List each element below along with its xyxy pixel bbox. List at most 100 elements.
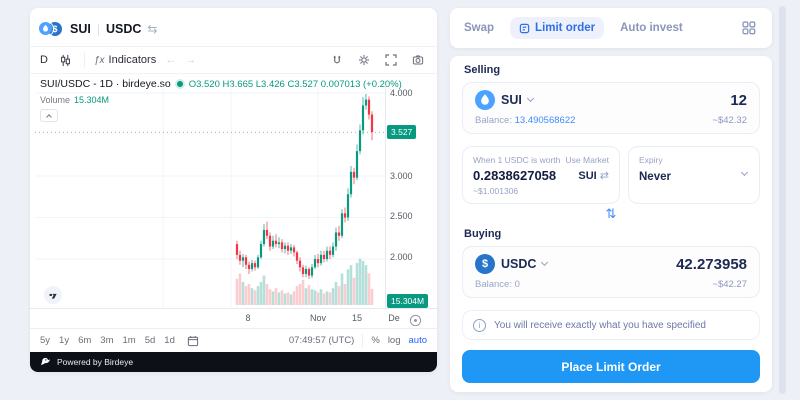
market-status-dot: [176, 81, 183, 87]
limit-order-form: Selling SUI 12 Balance: 13.490568622 ~$4…: [450, 56, 772, 392]
pair-coin-icons: $: [38, 21, 64, 37]
undo-icon[interactable]: ←: [165, 54, 177, 66]
limit-price-input[interactable]: 0.2838627058: [473, 168, 557, 183]
pair-header: $ SUI | USDC ⇆: [38, 14, 157, 44]
info-icon: i: [473, 318, 486, 332]
indicators-button[interactable]: ƒx Indicators: [93, 54, 157, 66]
chart-panel: $ SUI | USDC ⇆ D ƒx Indicators ← →: [30, 8, 437, 372]
price-tick: 2.500: [390, 211, 413, 221]
range-toolbar: 5y 1y 6m 3m 1m 5d 1d 07:49:57 (UTC) % lo…: [30, 328, 437, 352]
sell-amount-input[interactable]: 12: [730, 91, 747, 109]
auto-scale-toggle[interactable]: auto: [408, 335, 428, 346]
sell-usd-value: ~$42.32: [712, 115, 747, 126]
volume-value: 15.304M: [74, 95, 110, 105]
chevron-down-icon: [541, 258, 549, 267]
limit-order-icon: [519, 23, 530, 33]
pair-base: SUI: [70, 22, 91, 36]
pair-swap-icon[interactable]: ⇆: [147, 22, 158, 36]
note-text: You will receive exactly what you have s…: [494, 319, 706, 331]
fullscreen-icon[interactable]: [382, 51, 400, 69]
time-tick: 8: [245, 313, 251, 323]
log-scale-toggle[interactable]: log: [387, 335, 401, 346]
volume-badge: 15.304M: [387, 294, 429, 308]
chart-legend: SUI/USDC - 1D · birdeye.so O3.520 H3.665…: [40, 78, 402, 90]
price-axis-divider: [385, 85, 386, 308]
price-tick: 3.000: [390, 171, 413, 181]
panel-scrollbar[interactable]: [779, 6, 786, 394]
axis-settings-icon[interactable]: [406, 311, 424, 329]
trade-tabs: Swap Limit order Auto invest: [450, 8, 772, 48]
tab-auto-invest[interactable]: Auto invest: [620, 22, 683, 34]
volume-legend: Volume 15.304M: [40, 95, 110, 105]
tab-swap[interactable]: Swap: [464, 22, 495, 34]
go-to-date-icon[interactable]: [184, 332, 202, 350]
range-5d[interactable]: 5d: [144, 335, 156, 346]
expiry-select[interactable]: Expiry Never: [628, 146, 760, 204]
range-1m[interactable]: 1m: [122, 335, 136, 346]
candle-style-icon[interactable]: [57, 51, 75, 69]
buying-box: $ USDC 42.273958 Balance: 0 ~$42.27: [462, 246, 760, 298]
chart-title: SUI/USDC - 1D · birdeye.so: [40, 78, 171, 90]
collapse-pane-button[interactable]: [40, 109, 58, 122]
range-5y[interactable]: 5y: [40, 335, 51, 346]
sell-balance-value[interactable]: 13.490568622: [514, 115, 576, 126]
interval-button[interactable]: D: [40, 54, 48, 66]
buy-balance-value: 0: [514, 279, 520, 290]
range-1y[interactable]: 1y: [59, 335, 70, 346]
v-gridlines: [162, 85, 319, 307]
use-market-button[interactable]: Use Market SUI ⇄: [565, 155, 609, 182]
magnet-icon[interactable]: [328, 51, 346, 69]
sell-token-selector[interactable]: SUI: [475, 90, 534, 110]
buy-token-selector[interactable]: $ USDC: [475, 254, 549, 274]
percent-scale-toggle[interactable]: %: [371, 335, 380, 346]
volume-bars: [235, 258, 374, 306]
h-gridlines: [35, 92, 385, 260]
usdc-token-icon: $: [475, 254, 495, 274]
toolbar-divider: [362, 333, 364, 348]
sui-coin-icon: [38, 21, 54, 37]
widget-grid-icon[interactable]: [740, 19, 758, 37]
limit-price-usd: ~$1.001306: [473, 186, 519, 196]
redo-icon[interactable]: →: [185, 54, 197, 66]
clock-utc[interactable]: 07:49:57 (UTC): [288, 335, 355, 346]
time-tick: De: [388, 313, 400, 323]
fx-icon: ƒx: [93, 54, 105, 66]
last-price-badge: 3.527: [387, 125, 417, 139]
expiry-label: Expiry: [639, 155, 663, 165]
birdeye-logo-icon: [40, 357, 50, 365]
sui-token-icon: [475, 90, 495, 110]
swap-direction-button[interactable]: ⇅: [605, 206, 617, 221]
candlesticks: [235, 93, 374, 279]
chart-toolbar: D ƒx Indicators ← →: [30, 46, 437, 74]
order-note: i You will receive exactly what you have…: [462, 310, 760, 340]
buying-label: Buying: [464, 228, 502, 240]
tradingview-logo[interactable]: [44, 286, 62, 304]
limit-price-label: When 1 USDC is worth: [473, 155, 561, 165]
buy-usd-value: ~$42.27: [712, 279, 747, 290]
time-tick: 15: [351, 313, 362, 323]
toolbar-divider: [83, 53, 85, 67]
selling-label: Selling: [464, 64, 501, 76]
range-1d[interactable]: 1d: [164, 335, 175, 346]
ohlc-values: O3.520 H3.665 L3.426 C3.527 0.007013 (+0…: [188, 78, 402, 90]
chevron-down-icon: [526, 94, 534, 103]
range-3m[interactable]: 3m: [100, 335, 114, 346]
time-axis[interactable]: 8 Nov 15 De: [30, 308, 437, 328]
settings-gear-icon[interactable]: [355, 51, 373, 69]
pair-quote: USDC: [105, 22, 142, 36]
price-tick: 4.000: [390, 88, 413, 98]
time-tick: Nov: [309, 313, 326, 323]
market-swap-icon: ⇄: [599, 170, 609, 182]
selling-box: SUI 12 Balance: 13.490568622 ~$42.32: [462, 82, 760, 134]
expiry-value: Never: [639, 171, 671, 183]
range-6m[interactable]: 6m: [78, 335, 92, 346]
candlestick-chart[interactable]: [35, 85, 435, 308]
place-limit-order-button[interactable]: Place Limit Order: [462, 350, 760, 383]
limit-price-box: When 1 USDC is worth 0.2838627058 ~$1.00…: [462, 146, 620, 204]
buy-amount-input[interactable]: 42.273958: [676, 255, 747, 273]
birdeye-attribution-bar[interactable]: Powered by Birdeye: [30, 352, 437, 372]
camera-snapshot-icon[interactable]: [409, 51, 427, 69]
price-tick: 2.000: [390, 252, 413, 262]
tab-limit-order[interactable]: Limit order: [510, 17, 605, 39]
powered-by-text: Powered by Birdeye: [57, 357, 134, 367]
